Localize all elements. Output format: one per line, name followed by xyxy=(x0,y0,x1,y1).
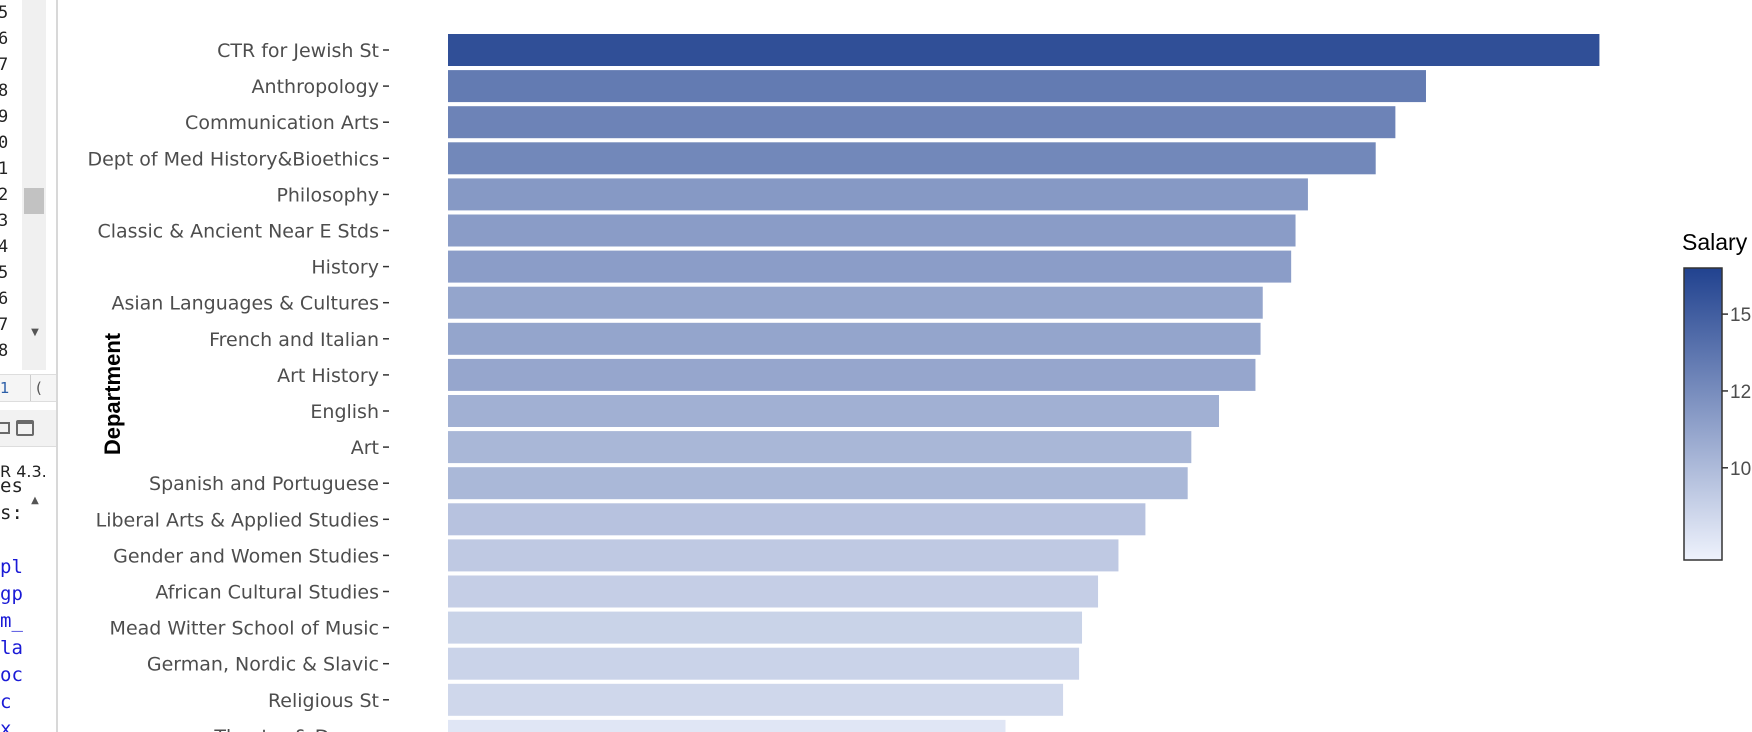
y-tick-label: Classic & Ancient Near E Stds xyxy=(97,221,379,243)
y-tick-label: Liberal Arts & Applied Studies xyxy=(96,509,379,531)
status-divider xyxy=(30,375,31,401)
console-line: x xyxy=(0,718,12,732)
y-tick-label: English xyxy=(310,401,379,423)
editor-line-number: 8 xyxy=(0,81,9,101)
bar-11 xyxy=(448,431,1192,464)
bar-14 xyxy=(448,539,1119,572)
editor-scrollbar[interactable] xyxy=(22,0,46,370)
y-tick-label: Asian Languages & Cultures xyxy=(111,293,379,315)
bars-layer xyxy=(448,34,1600,732)
editor-line-number: 6 xyxy=(0,289,9,309)
scroll-down-arrow-icon[interactable]: ▼ xyxy=(31,327,39,338)
y-tick-label: French and Italian xyxy=(209,329,379,351)
color-legend: Salary 15 12 10 xyxy=(1682,229,1751,561)
bar-0 xyxy=(448,34,1600,66)
legend-tick-label: 12 xyxy=(1730,382,1751,403)
editor-line-number: 5 xyxy=(0,263,9,283)
minimize-pane-icon[interactable] xyxy=(0,422,10,434)
bar-7 xyxy=(448,286,1263,319)
maximize-pane-icon[interactable] xyxy=(16,420,34,436)
console-line: gp xyxy=(0,583,23,605)
bar-4 xyxy=(448,178,1308,211)
editor-line-number: 5 xyxy=(0,3,9,23)
editor-status-scope[interactable]: ( xyxy=(36,379,42,397)
bar-15 xyxy=(448,575,1099,608)
bar-10 xyxy=(448,395,1220,427)
bar-16 xyxy=(448,611,1083,644)
editor-status-bar: 1 ( xyxy=(0,374,56,402)
editor-line-number: 0 xyxy=(0,133,9,153)
y-tick-label: History xyxy=(311,257,379,279)
console-line: es xyxy=(0,475,23,497)
bar-18 xyxy=(448,683,1064,716)
y-tick-label: German, Nordic & Slavic xyxy=(147,654,379,676)
legend-tick-label: 10 xyxy=(1730,459,1751,480)
y-tick-label: Art History xyxy=(277,365,379,387)
bar-17 xyxy=(448,647,1080,680)
editor-line-number: 2 xyxy=(0,185,9,205)
editor-line-number-gutter: 5 6 7 8 9 0 1 2 3 4 5 6 7 8 xyxy=(0,0,24,370)
editor-line-number: 8 xyxy=(0,341,9,361)
legend-ticks: 15 12 10 xyxy=(1722,305,1751,480)
y-axis-ticks: CTR for Jewish St Anthropology Communicati… xyxy=(87,40,389,732)
legend-color-bar xyxy=(1683,267,1723,561)
bar-2 xyxy=(448,106,1396,139)
scroll-up-arrow-icon[interactable]: ▲ xyxy=(31,495,39,506)
bar-13 xyxy=(448,503,1146,536)
bar-1 xyxy=(448,70,1426,103)
console-pane-toolbar xyxy=(0,410,56,447)
console-line: c xyxy=(0,691,12,713)
rstudio-left-pane: 5 6 7 8 9 0 1 2 3 4 5 6 7 8 ▼ 1 ( R 4.3. ▲ es s: pl gp m_… xyxy=(0,0,58,732)
console-line: pl xyxy=(0,556,23,578)
y-tick-label: Anthropology xyxy=(252,76,379,98)
y-tick-label: Art xyxy=(351,437,379,459)
y-tick-label: Philosophy xyxy=(276,184,379,206)
y-tick-label: Spanish and Portuguese xyxy=(149,473,379,495)
bar-12 xyxy=(448,467,1188,500)
console-line: la xyxy=(0,637,23,659)
y-tick-label: Theatre & Drama xyxy=(213,726,379,732)
editor-line-number: 4 xyxy=(0,237,9,257)
console-line: s: xyxy=(0,502,23,524)
bar-3 xyxy=(448,142,1376,175)
editor-line-number: 7 xyxy=(0,315,9,335)
y-tick-label: Religious St xyxy=(268,690,379,712)
r-version-label: R 4.3. xyxy=(0,462,47,481)
editor-line-number: 9 xyxy=(0,107,9,127)
legend-tick-label: 15 xyxy=(1730,305,1751,326)
bar-5 xyxy=(448,214,1296,247)
bar-8 xyxy=(448,322,1261,355)
editor-line-number: 1 xyxy=(0,159,9,179)
bar-9 xyxy=(448,358,1256,391)
y-tick-label: Mead Witter School of Music xyxy=(110,618,379,640)
editor-line-number: 7 xyxy=(0,55,9,75)
bar-19 xyxy=(448,719,1006,732)
y-tick-label: African Cultural Studies xyxy=(155,582,379,604)
pane-splitter[interactable] xyxy=(56,0,58,732)
y-tick-label: Gender and Women Studies xyxy=(113,545,379,567)
editor-scrollbar-thumb[interactable] xyxy=(24,188,44,214)
y-axis-title: Department xyxy=(100,332,125,455)
console-line: oc xyxy=(0,664,23,686)
y-tick-label: Dept of Med History&Bioethics xyxy=(87,148,379,170)
editor-line-number: 3 xyxy=(0,211,9,231)
editor-line-number: 6 xyxy=(0,29,9,49)
console-header: R 4.3. xyxy=(0,458,56,486)
y-tick-label: CTR for Jewish St xyxy=(217,40,379,62)
y-tick-label: Communication Arts xyxy=(185,112,379,134)
console-line: m_ xyxy=(0,610,23,632)
legend-title: Salary xyxy=(1682,229,1748,255)
bar-6 xyxy=(448,250,1292,283)
editor-status-position: 1 xyxy=(0,379,10,397)
